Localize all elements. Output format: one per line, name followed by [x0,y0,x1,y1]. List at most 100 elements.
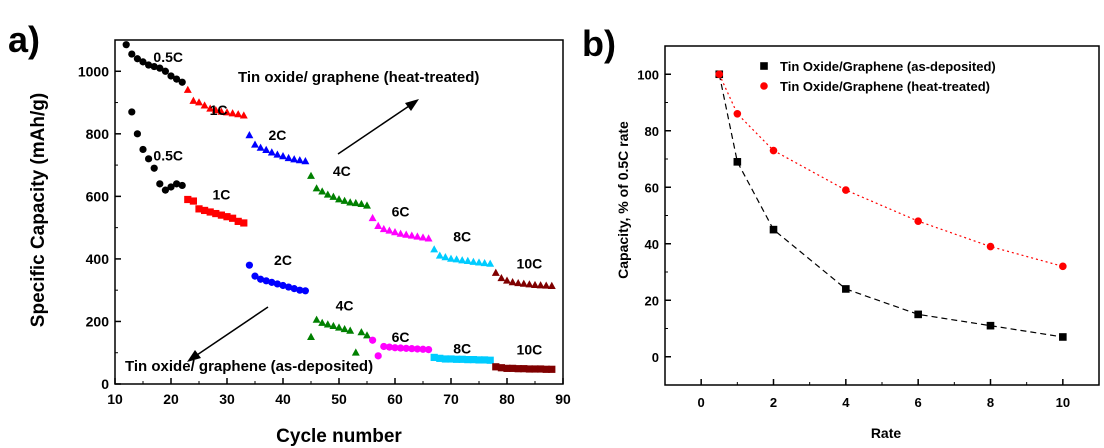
as-deposited-4C-point [346,326,355,334]
as-deposited-1C-point [212,209,220,218]
as-deposited-6C-point [385,343,393,351]
panel-b-y-tick-label: 80 [645,124,659,139]
as-deposited-0p5C-point [150,164,158,172]
panel-b-y-tick-label: 20 [645,293,659,308]
as-deposited-4C-point [307,332,315,340]
heat-treated-8C-point [441,253,450,261]
heat-treated-6C-point [374,221,383,229]
as-deposited-2C-point [279,281,287,290]
heat-treated-10C-point [514,278,523,287]
heat-treated-0p5C-point [173,75,181,83]
as-deposited-8C-point [447,355,455,363]
heat-treated-2C-point [245,131,254,139]
legend-label-1: Tin Oxide/Graphene (as-deposited) [780,59,996,74]
heat-treated-6C-point [402,230,411,238]
as-deposited-10C-point [503,364,511,372]
heat-treated-6C-point [424,234,433,242]
panel-a-y-tick-label: 1000 [78,63,109,79]
as-deposited-8C-point [475,356,483,364]
panel-b-series-2-point [842,186,850,194]
as-deposited-2C-point [296,286,304,294]
heat-treated-2C-point [267,148,276,156]
as-deposited-10C-point [548,365,556,373]
heat-treated-8C-point [435,251,444,259]
panel-a-plot-frame [114,39,564,385]
as-deposited-8C-point [469,356,477,364]
panel-b-series-2-point [914,217,922,225]
heat-treated-0p5C-point [133,55,141,63]
as-deposited-1C-point [195,205,203,213]
heat-treated-1C-point [228,109,237,117]
panel-a-x-tick-label: 40 [275,391,291,407]
heat-treated-8C-point [430,245,439,253]
heat-treated-2C-point [290,155,299,163]
heat-treated-10C-point [503,276,511,284]
as-deposited-1C-point [201,206,209,215]
heat-treated-1C-point [206,104,215,112]
heat-treated-0p5C-point [167,72,175,80]
panel-b-y-tick-label: 0 [652,350,659,365]
heat-treated-10C-point [491,268,500,276]
heat-treated-8C-point [486,259,495,267]
heat-treated-4C-point [307,171,315,179]
as-deposited-2C-point [251,272,259,280]
rate-label: 8C [453,341,471,357]
rate-label: 10C [517,255,543,271]
as-deposited-2C-point [285,283,293,291]
panel-a-y-axis-title: Specific Capacity (mAh/g) [28,93,49,327]
as-deposited-8C-point [458,355,466,363]
heat-treated-1C-point [239,111,248,119]
panel-a-x-tick-label: 50 [331,391,347,407]
as-deposited-10C-point [531,365,539,373]
heat-treated-8C-point [469,257,478,265]
panel-b-series-1-point [733,158,742,166]
as-deposited-2C-point [245,261,253,269]
panel-b-y-tick-label: 40 [645,237,659,252]
panel-a-y-tick-label: 0 [101,376,109,392]
heat-treated-2C-point [273,150,282,158]
heat-treated-2C-point [295,156,304,164]
heat-treated-0p5C-point [161,67,169,75]
heat-treated-4C-point [351,198,360,207]
rate-label: 4C [333,163,351,179]
as-deposited-10C-point [520,365,528,373]
rate-label: 6C [392,329,410,345]
heat-treated-8C-point [475,258,483,266]
heat-treated-6C-point [368,213,377,222]
heat-treated-10C-point [531,280,539,289]
rate-label: 4C [336,298,354,314]
as-deposited-8C-point [481,356,489,364]
heat-treated-1C-point [183,85,192,93]
as-deposited-4C-point [323,320,332,328]
panel-b-series-1-point [986,321,995,330]
panel-a-x-tick-label: 70 [443,391,459,407]
heat-treated-8C-point [458,256,467,264]
as-deposited-10C-point [514,365,522,373]
as-deposited-4C-point [312,315,321,323]
panel-b-x-tick-label: 8 [987,395,994,410]
heat-treated-0p5C-point [122,41,130,49]
as-deposited-6C-point [413,345,421,353]
heat-treated-10C-point [542,281,551,289]
as-deposited-6C-point [391,344,399,352]
as-deposited-2C-point [268,278,276,286]
panel-b-series-1-point [842,285,850,293]
panel-a-x-tick-label: 20 [163,391,179,407]
as-deposited-10C-point [492,363,500,371]
as-deposited-6C-point [397,344,405,352]
panel-a-y-tick-label: 200 [86,313,110,329]
panel-b-series-2-point [715,70,724,79]
heat-treated-4C-point [318,187,327,195]
panel-b-y-tick-label: 100 [637,67,659,82]
as-deposited-2C-point [262,277,270,285]
panel-a-x-tick-label: 80 [499,391,515,407]
heat-treated-6C-point [413,232,422,240]
as-deposited-6C-point [369,336,377,344]
panel-a-x-axis-title: Cycle number [276,426,402,447]
heat-treated-0p5C-point [128,50,136,58]
heat-treated-6C-point [419,233,427,241]
heat-treated-10C-point [519,279,528,287]
heat-treated-2C-point [251,140,259,148]
as-deposited-1C-point [240,219,248,227]
